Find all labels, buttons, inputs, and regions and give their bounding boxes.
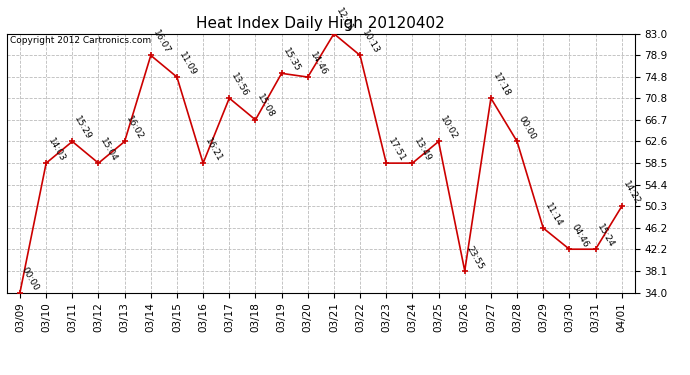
Text: 17:18: 17:18 [491,71,512,98]
Text: 15:35: 15:35 [282,46,302,74]
Text: 16:07: 16:07 [151,28,172,56]
Text: 16:02: 16:02 [125,115,146,141]
Text: 17:51: 17:51 [386,136,407,163]
Text: 13:56: 13:56 [229,71,250,98]
Text: 11:14: 11:14 [543,201,564,228]
Text: 10:13: 10:13 [360,28,381,56]
Text: 14:46: 14:46 [308,50,328,77]
Text: 04:46: 04:46 [569,222,590,249]
Text: 00:00: 00:00 [20,266,41,292]
Text: Copyright 2012 Cartronics.com: Copyright 2012 Cartronics.com [10,36,151,45]
Text: 14:03: 14:03 [46,136,67,163]
Text: 13:49: 13:49 [413,136,433,163]
Text: 14:22: 14:22 [622,180,642,206]
Text: 00:00: 00:00 [517,115,538,141]
Text: 15:04: 15:04 [99,136,119,163]
Text: 15:29: 15:29 [72,115,93,141]
Title: Heat Index Daily High 20120402: Heat Index Daily High 20120402 [197,16,445,31]
Text: 12:01: 12:01 [334,7,355,34]
Text: 15:24: 15:24 [595,222,616,249]
Text: 11:09: 11:09 [177,50,198,77]
Text: 10:02: 10:02 [439,115,460,141]
Text: 15:08: 15:08 [255,93,276,120]
Text: 23:55: 23:55 [465,244,485,271]
Text: 16:21: 16:21 [203,136,224,163]
